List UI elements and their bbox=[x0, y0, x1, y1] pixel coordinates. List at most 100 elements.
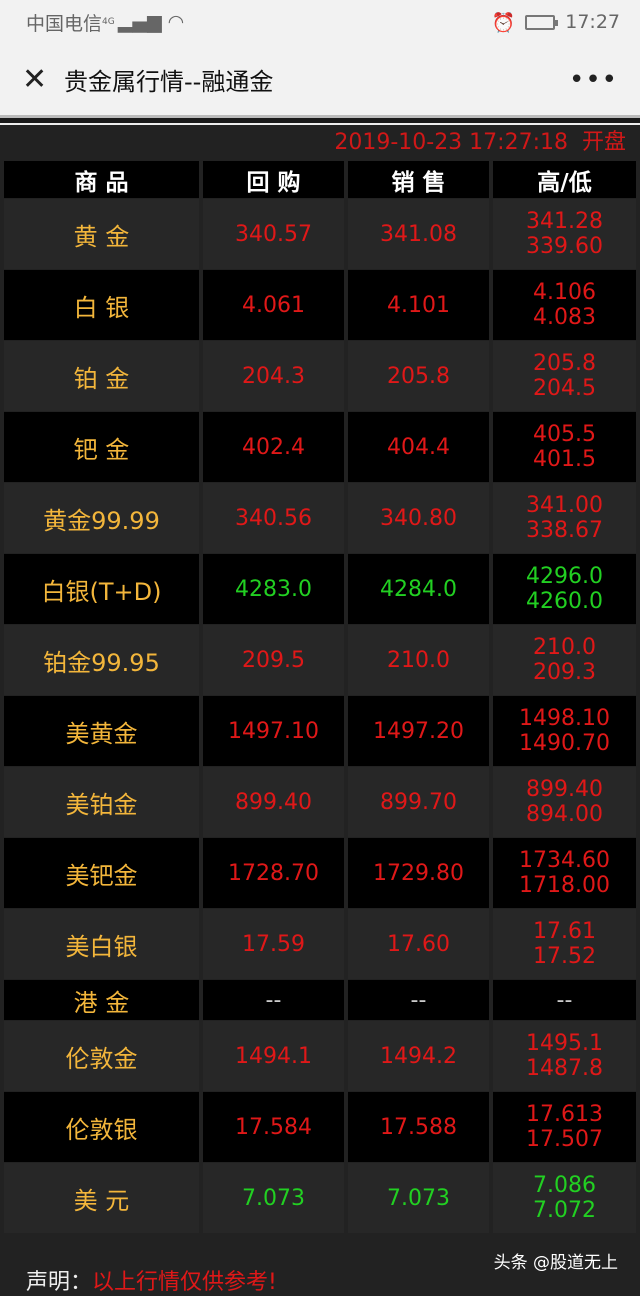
table-row[interactable]: 铂金99.95 209.5 210.0 210.0 209.3 bbox=[4, 625, 636, 695]
table-row[interactable]: 白银(T+D) 4283.0 4284.0 4296.0 4260.0 bbox=[4, 554, 636, 624]
high-low: 1734.60 1718.00 bbox=[493, 838, 636, 908]
table-row[interactable]: 港 金 -- -- -- bbox=[4, 980, 636, 1020]
alarm-icon: ⏰ bbox=[491, 11, 516, 34]
product-name: 伦敦银 bbox=[4, 1092, 199, 1162]
footer: 声明：以上行情仅供参考! 头条 @股道无上 bbox=[0, 1234, 640, 1295]
high-price: 341.28 bbox=[526, 209, 603, 234]
table-row[interactable]: 美 元 7.073 7.073 7.086 7.072 bbox=[4, 1163, 636, 1233]
more-icon[interactable]: ••• bbox=[568, 64, 618, 95]
table-row[interactable]: 钯 金 402.4 404.4 405.5 401.5 bbox=[4, 412, 636, 482]
high-low: 4.106 4.083 bbox=[493, 270, 636, 340]
buy-price: 4283.0 bbox=[203, 554, 344, 624]
sell-price: 1497.20 bbox=[348, 696, 489, 766]
high-price: 1498.10 bbox=[519, 706, 610, 731]
high-low: 17.61 17.52 bbox=[493, 909, 636, 979]
product-name: 美白银 bbox=[4, 909, 199, 979]
high-low: 17.613 17.507 bbox=[493, 1092, 636, 1162]
status-bar: 中国电信 4G ▂▄▆ ◠ ⏰ 17:27 bbox=[0, 0, 640, 44]
high-price: 4.106 bbox=[533, 280, 596, 305]
product-name: 钯 金 bbox=[4, 412, 199, 482]
header-sell: 销 售 bbox=[348, 161, 489, 198]
buy-price: 402.4 bbox=[203, 412, 344, 482]
product-name: 黄 金 bbox=[4, 199, 199, 269]
carrier: 中国电信 bbox=[26, 12, 103, 35]
buy-price: 204.3 bbox=[203, 341, 344, 411]
product-name: 铂金99.95 bbox=[4, 625, 199, 695]
buy-price: 340.56 bbox=[203, 483, 344, 553]
low-price: 209.3 bbox=[533, 660, 596, 685]
sell-price: 210.0 bbox=[348, 625, 489, 695]
high-price: 1734.60 bbox=[519, 848, 610, 873]
high-low: -- bbox=[493, 980, 636, 1020]
wifi-icon: ◠ bbox=[167, 11, 185, 33]
high-price: 1495.1 bbox=[526, 1031, 603, 1056]
buy-price: 7.073 bbox=[203, 1163, 344, 1233]
high-low: 341.28 339.60 bbox=[493, 199, 636, 269]
table-row[interactable]: 伦敦银 17.584 17.588 17.613 17.507 bbox=[4, 1092, 636, 1162]
table-row[interactable]: 美黄金 1497.10 1497.20 1498.10 1490.70 bbox=[4, 696, 636, 766]
low-price: 17.52 bbox=[533, 944, 596, 969]
sell-price: 17.60 bbox=[348, 909, 489, 979]
sell-price: 404.4 bbox=[348, 412, 489, 482]
table-row[interactable]: 黄 金 340.57 341.08 341.28 339.60 bbox=[4, 199, 636, 269]
header-product: 商 品 bbox=[4, 161, 199, 198]
product-name: 美黄金 bbox=[4, 696, 199, 766]
nav-bar: ✕ 贵金属行情--融通金 ••• bbox=[0, 44, 640, 118]
high-low: 1495.1 1487.8 bbox=[493, 1021, 636, 1091]
table-row[interactable]: 白 银 4.061 4.101 4.106 4.083 bbox=[4, 270, 636, 340]
high-price: 7.086 bbox=[533, 1173, 596, 1198]
disclaimer-label: 声明： bbox=[26, 1270, 93, 1295]
close-icon[interactable]: ✕ bbox=[22, 62, 48, 97]
divider bbox=[0, 118, 640, 125]
sell-price: 340.80 bbox=[348, 483, 489, 553]
header-high-low: 高/低 bbox=[493, 161, 636, 198]
high-low: 1498.10 1490.70 bbox=[493, 696, 636, 766]
timestamp-line: 2019-10-23 17:27:18 开盘 bbox=[4, 125, 636, 161]
table-row[interactable]: 铂 金 204.3 205.8 205.8 204.5 bbox=[4, 341, 636, 411]
low-price: 17.507 bbox=[526, 1127, 603, 1152]
buy-price: 1494.1 bbox=[203, 1021, 344, 1091]
clock: 17:27 bbox=[565, 11, 620, 33]
product-name: 美钯金 bbox=[4, 838, 199, 908]
high-price: 17.613 bbox=[526, 1102, 603, 1127]
sell-price: 4284.0 bbox=[348, 554, 489, 624]
low-price: 1487.8 bbox=[526, 1056, 603, 1081]
product-name: 铂 金 bbox=[4, 341, 199, 411]
sell-price: 1494.2 bbox=[348, 1021, 489, 1091]
watermark: 头条 @股道无上 bbox=[493, 1253, 618, 1273]
signal-icon: ▂▄▆ bbox=[117, 11, 162, 33]
table-row[interactable]: 美白银 17.59 17.60 17.61 17.52 bbox=[4, 909, 636, 979]
market-status: 开盘 bbox=[581, 130, 626, 155]
table-row[interactable]: 美钯金 1728.70 1729.80 1734.60 1718.00 bbox=[4, 838, 636, 908]
high-low: 405.5 401.5 bbox=[493, 412, 636, 482]
table-row[interactable]: 美铂金 899.40 899.70 899.40 894.00 bbox=[4, 767, 636, 837]
low-price: 894.00 bbox=[526, 802, 603, 827]
sell-price: 7.073 bbox=[348, 1163, 489, 1233]
high-low: 341.00 338.67 bbox=[493, 483, 636, 553]
high-low: 205.8 204.5 bbox=[493, 341, 636, 411]
low-price: 1718.00 bbox=[519, 873, 610, 898]
low-price: 7.072 bbox=[533, 1198, 596, 1223]
product-name: 港 金 bbox=[4, 980, 199, 1020]
high-price: 899.40 bbox=[526, 777, 603, 802]
table-row[interactable]: 黄金99.99 340.56 340.80 341.00 338.67 bbox=[4, 483, 636, 553]
low-price: 4.083 bbox=[533, 305, 596, 330]
product-name: 美铂金 bbox=[4, 767, 199, 837]
sell-price: 899.70 bbox=[348, 767, 489, 837]
header-buy: 回 购 bbox=[203, 161, 344, 198]
product-name: 白银(T+D) bbox=[4, 554, 199, 624]
buy-price: 1728.70 bbox=[203, 838, 344, 908]
high-price: 17.61 bbox=[533, 919, 596, 944]
buy-price: -- bbox=[203, 980, 344, 1020]
high-price: 341.00 bbox=[526, 493, 603, 518]
battery-charging-icon bbox=[525, 14, 559, 30]
table-row[interactable]: 伦敦金 1494.1 1494.2 1495.1 1487.8 bbox=[4, 1021, 636, 1091]
buy-price: 17.584 bbox=[203, 1092, 344, 1162]
high-price: 4296.0 bbox=[526, 564, 603, 589]
sell-price: 341.08 bbox=[348, 199, 489, 269]
sell-price: -- bbox=[348, 980, 489, 1020]
sell-price: 4.101 bbox=[348, 270, 489, 340]
high-price: 210.0 bbox=[533, 635, 596, 660]
buy-price: 340.57 bbox=[203, 199, 344, 269]
low-price: 1490.70 bbox=[519, 731, 610, 756]
